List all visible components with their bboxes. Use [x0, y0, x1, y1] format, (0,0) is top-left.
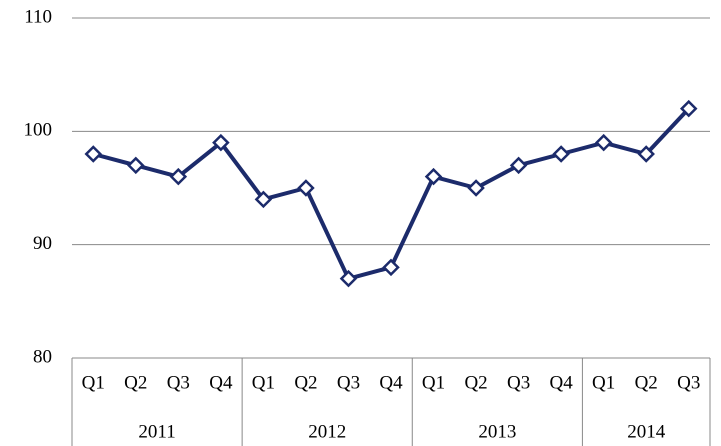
marker — [637, 145, 655, 163]
x-tick-label: Q2 — [635, 372, 658, 393]
marker — [467, 179, 485, 197]
marker — [509, 156, 528, 175]
x-tick-label: Q1 — [82, 372, 105, 393]
x-tick-label: Q3 — [167, 372, 190, 393]
group-label: 2013 — [478, 421, 516, 442]
x-tick-label: Q3 — [507, 372, 530, 393]
marker — [169, 167, 188, 186]
marker — [127, 156, 145, 175]
x-tick-label: Q1 — [592, 372, 615, 393]
x-tick-label: Q1 — [422, 372, 445, 393]
x-tick-label: Q2 — [464, 372, 487, 393]
marker — [212, 133, 230, 152]
marker — [552, 145, 570, 163]
x-tick-label: Q1 — [252, 372, 275, 393]
y-tick-label: 90 — [33, 233, 52, 254]
group-label: 2012 — [308, 421, 346, 442]
x-tick-label: Q4 — [379, 372, 403, 393]
marker — [679, 99, 698, 118]
marker — [84, 145, 103, 163]
group-label: 2014 — [627, 421, 666, 442]
y-tick-label: 100 — [24, 120, 53, 141]
marker — [594, 133, 613, 152]
marker — [382, 258, 400, 277]
x-tick-label: Q2 — [294, 372, 317, 393]
y-tick-label: 110 — [24, 6, 52, 27]
marker — [254, 190, 273, 209]
marker — [297, 179, 315, 197]
x-tick-label: Q4 — [209, 372, 233, 393]
y-tick-label: 80 — [33, 346, 52, 367]
x-tick-label: Q2 — [124, 372, 147, 393]
x-tick-label: Q4 — [550, 372, 574, 393]
group-label: 2011 — [138, 421, 175, 442]
marker — [424, 167, 443, 186]
x-tick-label: Q3 — [677, 372, 700, 393]
x-tick-label: Q3 — [337, 372, 360, 393]
marker — [339, 269, 358, 288]
series-line — [92, 107, 691, 281]
